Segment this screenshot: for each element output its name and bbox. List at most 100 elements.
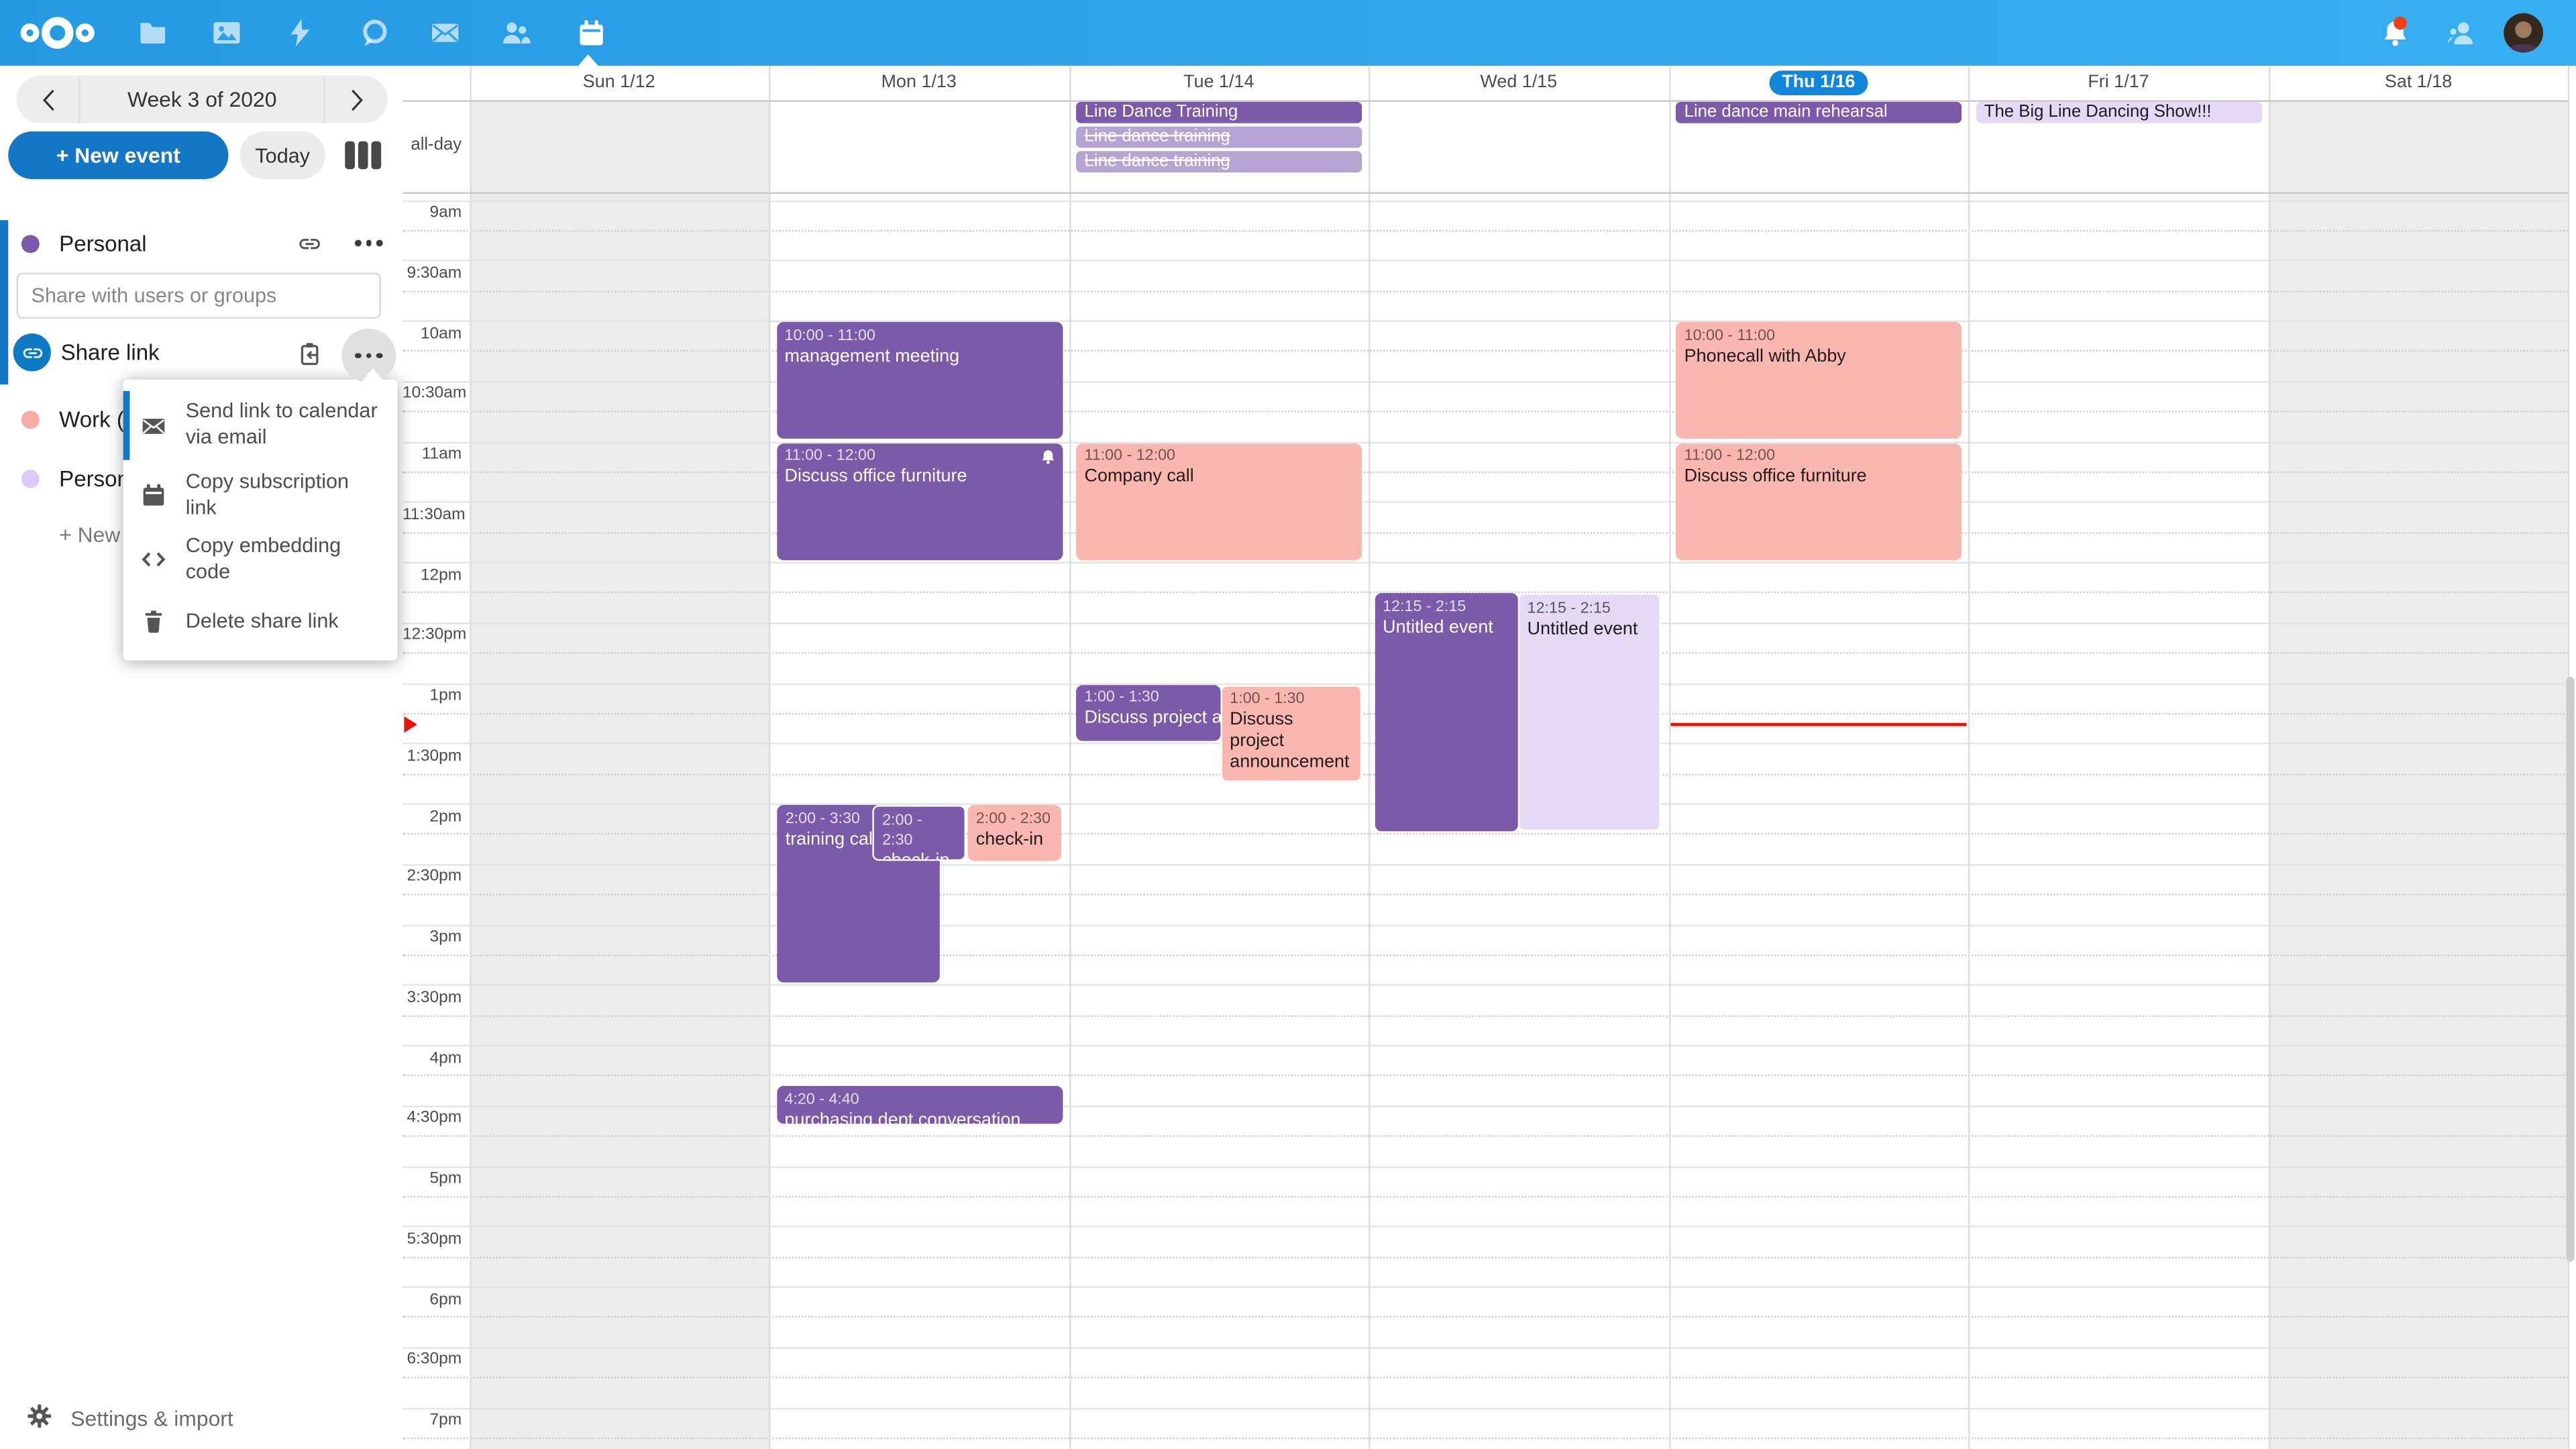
files-icon[interactable]: [138, 18, 168, 48]
all-day-event[interactable]: Line dance main rehearsal: [1676, 101, 1962, 123]
calendar-event[interactable]: 11:00 - 12:00 Discuss office furniture: [1676, 443, 1962, 559]
day-header-wed[interactable]: Wed 1/15: [1480, 72, 1558, 93]
share-with-input[interactable]: Share with users or groups: [16, 272, 382, 319]
menu-item-delete-share-link[interactable]: Delete share link: [123, 592, 398, 651]
contacts-menu-icon[interactable]: [2447, 18, 2476, 48]
day-header-tue[interactable]: Tue 1/14: [1183, 72, 1254, 93]
event-time: 1:00 - 1:30: [1230, 690, 1305, 708]
contacts-icon[interactable]: [501, 18, 531, 48]
personal-calendar-actions-icon[interactable]: [354, 239, 383, 246]
all-day-label: all-day: [411, 134, 462, 155]
event-time: 2:00 - 2:30: [975, 809, 1051, 828]
quarter-hour-line: [402, 592, 2569, 594]
calendar-event[interactable]: 11:00 - 12:00 Company call: [1076, 443, 1362, 559]
calendar-event[interactable]: 12:15 - 2:15 Untitled event: [1517, 594, 1661, 831]
time-axis-label: 3pm: [429, 928, 462, 947]
event-time: 2:00 - 2:30: [882, 810, 922, 849]
time-axis-label: 1:30pm: [407, 747, 462, 765]
quarter-hour-line: [402, 471, 2569, 474]
calendar-event[interactable]: 12:15 - 2:15 Untitled event: [1374, 594, 1517, 831]
time-axis-label: 7pm: [429, 1411, 462, 1430]
time-axis-label: 10:30am: [402, 384, 467, 403]
calendar-event[interactable]: 10:00 - 11:00 management meeting: [776, 322, 1063, 439]
menu-item-copy-embedding-code[interactable]: Copy embedding code: [123, 528, 398, 592]
new-event-button[interactable]: + New event: [8, 131, 229, 179]
calendar-event[interactable]: 10:00 - 11:00 Phonecall with Abby: [1676, 322, 1962, 439]
menu-anchor-notch: [360, 368, 386, 385]
hour-line: [402, 320, 2569, 323]
next-week-button[interactable]: [325, 76, 388, 123]
time-axis-label: 4pm: [429, 1049, 462, 1067]
hour-line: [402, 1105, 2569, 1108]
copy-to-clipboard-icon[interactable]: [297, 341, 322, 366]
nextcloud-logo-icon[interactable]: [19, 13, 95, 53]
photos-icon[interactable]: [212, 18, 241, 48]
today-button[interactable]: Today: [239, 131, 325, 179]
calendar-event[interactable]: 1:00 - 1:30 Discuss project announcement: [1220, 684, 1362, 782]
week-view-toggle-icon[interactable]: [345, 141, 380, 170]
hour-line: [402, 199, 2569, 202]
week-navigation: Week 3 of 2020: [16, 75, 388, 123]
event-title: training call: [785, 829, 877, 849]
share-link-icon[interactable]: [297, 231, 322, 256]
column-border: [1069, 65, 1071, 1449]
sidebar-item-personal-calendar[interactable]: Personal: [0, 223, 402, 263]
time-axis-label: 1pm: [429, 686, 462, 705]
code-icon: [142, 547, 166, 572]
quarter-hour-line: [402, 350, 2569, 353]
event-title: Untitled event: [1383, 618, 1493, 638]
day-header-sat[interactable]: Sat 1/18: [2384, 72, 2453, 93]
talk-icon[interactable]: [360, 18, 389, 48]
vertical-scrollbar[interactable]: [2566, 676, 2575, 1262]
hour-line: [402, 501, 2569, 504]
delete-icon: [142, 610, 166, 635]
day-header-mon[interactable]: Mon 1/13: [881, 72, 957, 93]
time-axis-label: 6:30pm: [407, 1350, 462, 1369]
event-title: Discuss office furniture: [784, 467, 967, 487]
week-label: Week 3 of 2020: [78, 75, 325, 123]
sidebar: Week 3 of 2020 + New event Today Persona…: [0, 65, 403, 1449]
menu-item-send-link-to-calendar-via-emai[interactable]: Send link to calendar via email: [123, 388, 398, 464]
column-border: [1368, 65, 1371, 1449]
day-header-fri[interactable]: Fri 1/17: [2088, 72, 2149, 93]
time-axis-label: 3:30pm: [407, 988, 462, 1007]
alarm-bell-icon: [1039, 447, 1055, 464]
quarter-hour-line: [402, 1014, 2569, 1017]
calendar-app-icon[interactable]: [577, 18, 606, 48]
activity-icon[interactable]: [286, 18, 315, 48]
calendar-icon: [142, 483, 166, 508]
all-day-event[interactable]: Line dance training: [1076, 150, 1362, 173]
active-app-indicator: [578, 54, 598, 66]
all-day-event[interactable]: The Big Line Dancing Show!!!: [1976, 101, 2262, 123]
column-border: [769, 65, 771, 1449]
day-header-thu[interactable]: Thu 1/16: [1668, 66, 1968, 99]
hour-line: [402, 1044, 2569, 1047]
all-day-event[interactable]: Line Dance Training: [1076, 101, 1362, 123]
calendar-event[interactable]: 2:00 - 2:30 check-in: [872, 805, 967, 861]
hour-line: [402, 1407, 2569, 1409]
calendar-event[interactable]: 11:00 - 12:00 Discuss office furniture: [776, 443, 1063, 559]
event-title: Discuss project announcement: [1230, 710, 1350, 773]
quarter-hour-line: [402, 1135, 2569, 1138]
share-link-label: Share link: [60, 339, 160, 365]
gear-icon: [26, 1403, 52, 1434]
quarter-hour-line: [402, 954, 2569, 957]
mail-icon[interactable]: [431, 18, 460, 48]
menu-item-copy-subscription-link[interactable]: Copy subscription link: [123, 464, 398, 528]
ellipsis-icon: [354, 352, 383, 359]
event-time: 11:00 - 12:00: [1684, 447, 1776, 466]
user-avatar[interactable]: [2504, 13, 2544, 53]
quarter-hour-line: [402, 1437, 2569, 1440]
calendar-event[interactable]: 2:00 - 2:30 check-in: [967, 805, 1062, 861]
day-header-sun[interactable]: Sun 1/12: [582, 72, 655, 93]
current-time-line: [1670, 723, 1968, 727]
menu-item-label: Delete share link: [185, 608, 339, 633]
previous-week-button[interactable]: [16, 76, 78, 123]
event-time: 11:00 - 12:00: [784, 447, 875, 466]
calendar-event[interactable]: 4:20 - 4:40 purchasing dept conversation: [776, 1086, 1063, 1123]
settings-and-import[interactable]: Settings & import: [26, 1403, 233, 1434]
all-day-event[interactable]: Line dance training: [1076, 125, 1362, 148]
